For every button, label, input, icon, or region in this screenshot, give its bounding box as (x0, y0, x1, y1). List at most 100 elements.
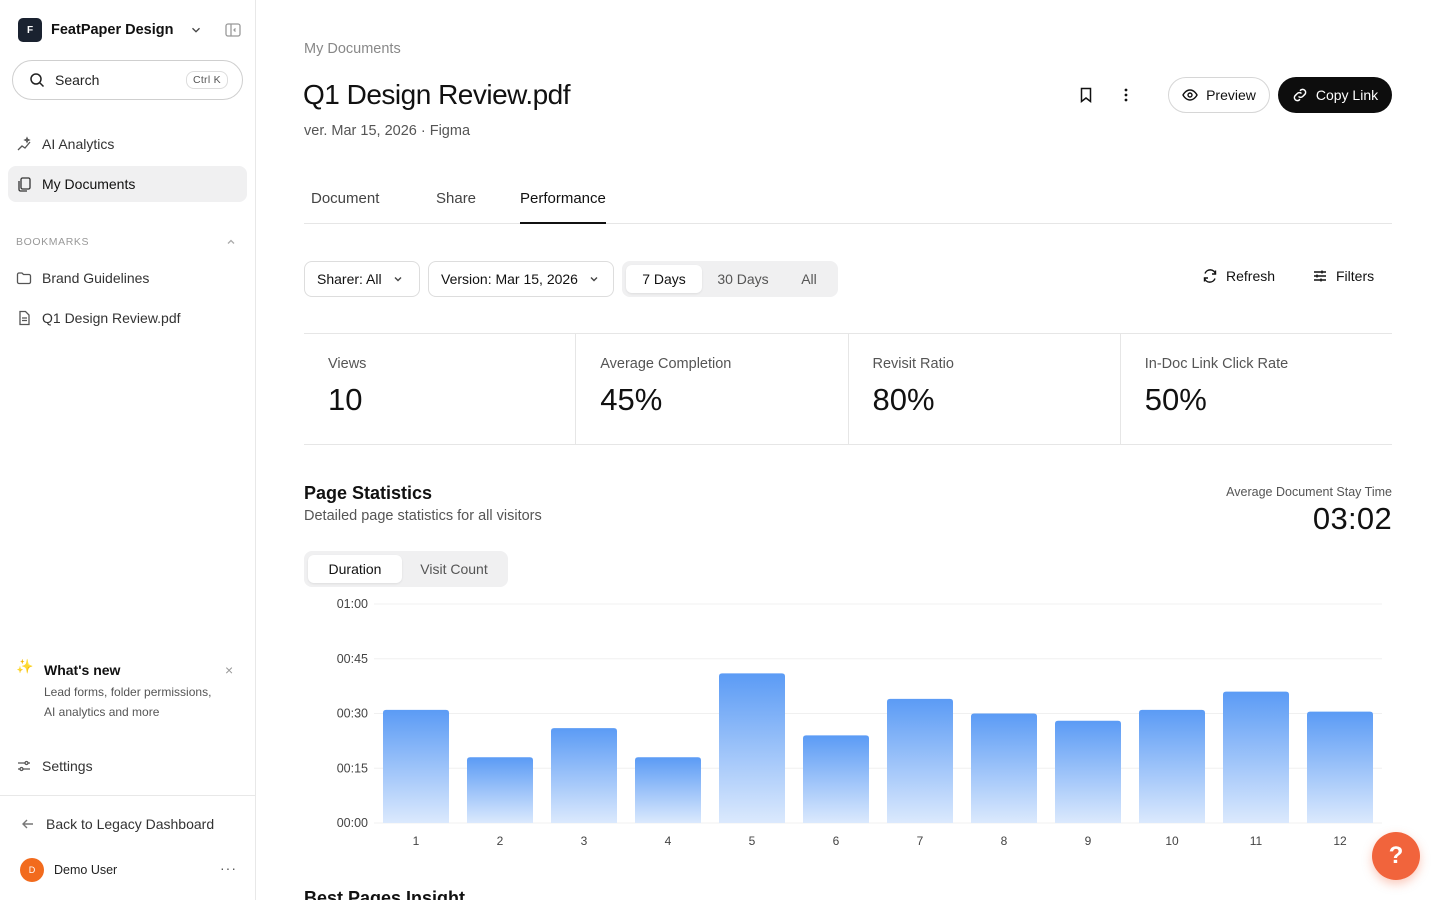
preview-label: Preview (1206, 87, 1256, 103)
tab-share[interactable]: Share (436, 190, 477, 207)
help-button[interactable]: ? (1372, 832, 1420, 880)
chevron-up-icon[interactable] (225, 236, 237, 248)
close-icon[interactable]: × (225, 662, 234, 678)
x-tick-label: 7 (917, 834, 924, 848)
sparkle-analytics-icon (17, 136, 31, 151)
sidebar-divider (0, 795, 256, 796)
bar[interactable] (467, 757, 533, 823)
avg-stay-time-label: Average Document Stay Time (1226, 485, 1392, 499)
toggle-visit-count[interactable]: Visit Count (420, 561, 488, 577)
copy-link-label: Copy Link (1315, 87, 1379, 103)
sidebar: F FeatPaper Design Search Ctrl K AI Anal… (0, 0, 256, 900)
settings-link[interactable]: Settings (16, 758, 93, 774)
stat-value: 45% (600, 382, 663, 417)
eye-icon (1182, 89, 1198, 101)
bar[interactable] (1055, 720, 1121, 823)
tab-performance[interactable]: Performance (520, 190, 606, 224)
more-vertical-icon[interactable] (1114, 83, 1138, 107)
bar[interactable] (383, 709, 449, 823)
refresh-button[interactable]: Refresh (1202, 268, 1275, 284)
x-tick-label: 2 (497, 834, 504, 848)
stat-label: In-Doc Link Click Rate (1144, 356, 1289, 372)
toggle-duration[interactable]: Duration (308, 555, 402, 583)
x-tick-label: 11 (1250, 834, 1263, 848)
stat-value: 80% (872, 382, 935, 417)
collapse-sidebar-icon[interactable] (224, 21, 242, 39)
settings-sliders-icon (18, 760, 30, 772)
sidebar-item-label: My Documents (42, 176, 136, 192)
stat-value: 10 (328, 382, 363, 417)
settings-label: Settings (42, 758, 93, 774)
version-select-value: Version: Mar 15, 2026 (441, 271, 578, 287)
refresh-label: Refresh (1226, 268, 1276, 284)
stat-label: Views (328, 356, 367, 372)
user-name: Demo User (54, 863, 118, 877)
y-tick-label: 00:30 (337, 707, 368, 721)
bookmark-icon[interactable] (1074, 83, 1098, 107)
search-label: Search (55, 72, 100, 88)
folder-icon (16, 272, 32, 285)
tab-document[interactable]: Document (311, 190, 380, 207)
stat-label: Revisit Ratio (872, 356, 954, 372)
more-horizontal-icon[interactable]: ··· (220, 860, 237, 876)
range-7-days[interactable]: 7 Days (626, 265, 702, 293)
stat-revisit-ratio: Revisit Ratio 80% (849, 334, 1121, 444)
back-to-legacy-link[interactable]: Back to Legacy Dashboard (20, 816, 214, 832)
sidebar-item-ai-analytics[interactable]: AI Analytics (8, 126, 247, 162)
refresh-icon (1203, 269, 1217, 283)
bar[interactable] (719, 673, 785, 823)
x-tick-label: 6 (833, 834, 840, 848)
sharer-select-value: Sharer: All (317, 271, 382, 287)
workspace-switcher[interactable]: F FeatPaper Design (18, 18, 203, 42)
workspace-logo: F (18, 18, 42, 42)
bar[interactable] (1223, 691, 1289, 823)
breadcrumb[interactable]: My Documents (304, 41, 401, 57)
file-icon (19, 310, 30, 326)
version-select[interactable]: Version: Mar 15, 2026 (428, 261, 614, 297)
bookmarks-label: BOOKMARKS (16, 236, 90, 248)
x-tick-label: 4 (665, 834, 672, 848)
stat-link-click-rate: In-Doc Link Click Rate 50% (1121, 334, 1392, 444)
search-input[interactable]: Search Ctrl K (12, 60, 243, 100)
search-icon (30, 73, 45, 88)
page-statistics-subtitle: Detailed page statistics for all visitor… (304, 508, 542, 524)
bar[interactable] (1307, 711, 1373, 823)
x-tick-label: 12 (1333, 834, 1347, 848)
sidebar-item-label: AI Analytics (42, 136, 115, 152)
x-tick-label: 5 (749, 834, 756, 848)
sparkle-icon: ✨ (16, 658, 34, 674)
bar[interactable] (1139, 709, 1205, 823)
bar[interactable] (887, 698, 953, 823)
metric-toggle: Duration Visit Count (304, 551, 508, 587)
chevron-down-icon (394, 277, 402, 282)
whats-new-body: Lead forms, folder permissions, AI analy… (44, 685, 212, 719)
bookmark-item-q1-design-review[interactable]: Q1 Design Review.pdf (8, 300, 247, 336)
bar[interactable] (635, 757, 701, 823)
chevron-down-icon (590, 277, 598, 282)
bookmark-item-brand-guidelines[interactable]: Brand Guidelines (8, 260, 247, 296)
bar[interactable] (803, 735, 869, 823)
avatar: D (20, 858, 44, 882)
filters-icon (1314, 270, 1326, 282)
x-tick-label: 3 (581, 834, 588, 848)
bar[interactable] (551, 728, 617, 823)
copy-link-button[interactable]: Copy Link (1278, 77, 1392, 113)
search-shortcut: Ctrl K (185, 71, 228, 89)
range-all[interactable]: All (801, 271, 817, 287)
sidebar-item-my-documents[interactable]: My Documents (8, 166, 247, 202)
bookmark-label: Q1 Design Review.pdf (42, 310, 181, 326)
x-tick-label: 10 (1165, 834, 1179, 848)
range-30-days[interactable]: 30 Days (717, 271, 769, 287)
page-title: Q1 Design Review.pdf (303, 79, 571, 110)
stat-views: Views 10 (304, 334, 577, 444)
bar[interactable] (971, 713, 1037, 824)
filters-label: Filters (1336, 268, 1375, 284)
chevron-down-icon (191, 27, 200, 33)
preview-button[interactable]: Preview (1168, 77, 1270, 113)
user-profile[interactable]: D Demo User (20, 858, 117, 882)
filters-button[interactable]: Filters (1312, 268, 1374, 284)
sharer-select[interactable]: Sharer: All (304, 261, 420, 297)
avg-stay-time-value: 03:02 (1312, 501, 1392, 536)
y-tick-label: 00:00 (337, 816, 368, 830)
